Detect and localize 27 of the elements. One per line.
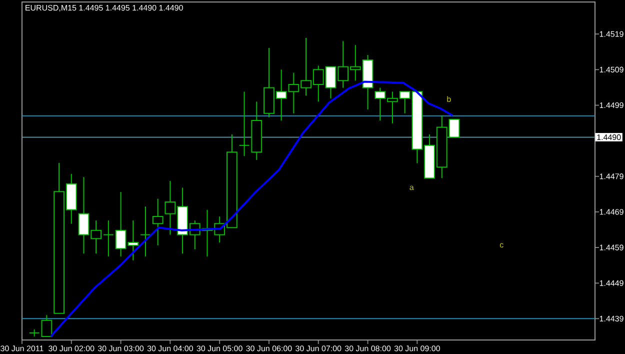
y-tick-label: 1.4479 — [600, 174, 624, 180]
x-tick-label: 30 Jun 05:00 — [196, 346, 242, 352]
candlestick — [41, 314, 52, 337]
candlestick — [140, 206, 151, 257]
x-tick-label: 30 Jun 07:00 — [296, 346, 342, 352]
candlestick — [152, 198, 164, 246]
y-tick-label: 1.4499 — [600, 102, 624, 108]
annotation: a — [410, 186, 414, 190]
x-tick-label: 30 Jun 06:00 — [246, 346, 292, 352]
x-tick-label: 30 Jun 08:00 — [344, 346, 391, 352]
y-tick-label: 1.4469 — [600, 209, 624, 215]
y-tick-label: 1.4439 — [600, 316, 624, 322]
x-tick-label: 30 Jun 09:00 — [394, 346, 440, 352]
y-tick-label: 1.4509 — [600, 66, 624, 72]
candlestick — [103, 220, 114, 257]
annotation: b — [447, 96, 451, 102]
y-tick-label: 1.4519 — [600, 31, 624, 37]
chart-title: EURUSD,M15 1.4495 1.4495 1.4490 1.4490 — [26, 4, 183, 12]
y-tick-label: 1.4459 — [600, 244, 624, 250]
candlestick — [238, 91, 250, 157]
x-tick-label: 30 Jun 02:00 — [48, 346, 94, 352]
annotation: c — [500, 243, 504, 248]
x-tick-label: 30 Jun 04:00 — [147, 346, 193, 352]
y-tick-label: 1.4449 — [600, 280, 624, 286]
x-tick-label: 30 Jun 2011 — [0, 346, 44, 352]
ref-line-label: 1.4490 — [597, 134, 621, 140]
x-tick-label: 30 Jun 03:00 — [98, 346, 144, 352]
